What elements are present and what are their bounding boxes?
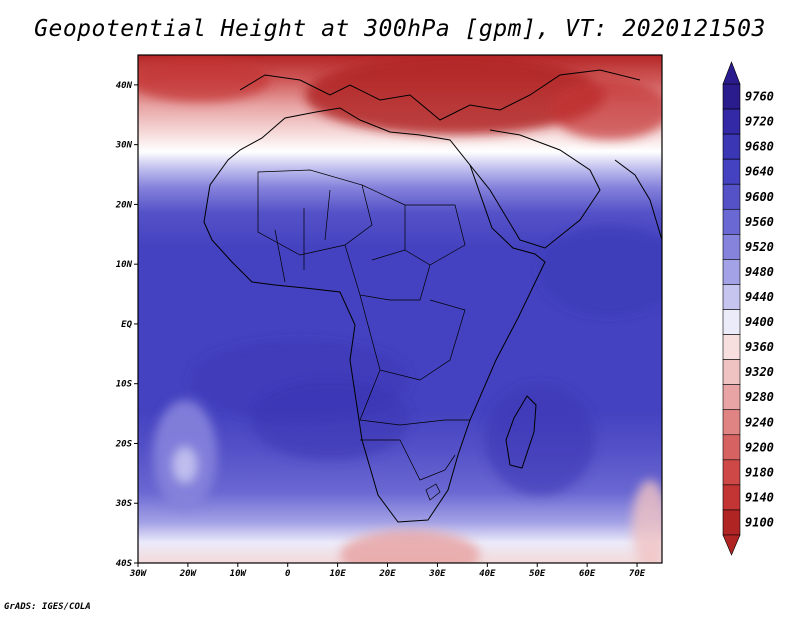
lat-tick-label: 30S	[115, 499, 133, 509]
colorbar-label: 9360	[745, 340, 774, 354]
coastlines	[203, 69, 662, 523]
colorbar-swatch	[722, 234, 741, 260]
colorbar-label: 9240	[745, 415, 774, 429]
colorbar-label: 9280	[745, 390, 774, 404]
lon-tick-label: 40E	[479, 569, 496, 579]
colorbar-label: 9100	[745, 515, 774, 529]
colorbar-swatch	[722, 509, 741, 536]
colorbar-swatch	[722, 108, 741, 135]
lon-tick-label: 50E	[529, 569, 546, 579]
europe-coastline	[239, 69, 641, 121]
lon-tick-label: 30W	[129, 569, 148, 579]
lon-tick-label: 20E	[378, 569, 396, 579]
madagascar-coastline	[505, 395, 537, 469]
colorbar-label: 9560	[745, 215, 774, 229]
colorbar-label: 9640	[745, 165, 774, 179]
lat-tick-label: 20S	[115, 439, 133, 449]
colorbar-swatch	[722, 183, 741, 210]
colorbar-swatch	[722, 484, 741, 511]
africa-coastline	[203, 107, 546, 523]
colorbar-label: 9480	[745, 265, 774, 279]
borders	[257, 169, 470, 501]
india-coastline	[614, 159, 662, 241]
map-frame	[137, 54, 663, 564]
colorbar-swatch	[722, 434, 741, 461]
colorbar-swatch	[722, 133, 741, 160]
lat-tick-label: 40S	[116, 559, 133, 569]
colorbar-label: 9180	[745, 465, 774, 479]
lon-tick-label: 10W	[230, 569, 248, 579]
colorbar-swatch	[722, 284, 741, 310]
colorbar-label: 9320	[745, 365, 774, 379]
footer-credit: GrADS: IGES/COLA	[4, 602, 91, 612]
colorbar-swatch	[722, 309, 741, 335]
colorbar-bottom-arrow	[722, 534, 741, 556]
lat-tick-label: 40N	[116, 81, 133, 91]
lon-tick-label: 10E	[329, 569, 346, 579]
colorbar: 9760 9720 9680 9640 9600 9560 9520 9480 9440 9400…	[722, 61, 774, 556]
longitude-axis: 30W 20W 10W 0 10E 20E 30E 40E 50E 60E 70E	[129, 563, 646, 579]
lon-tick-label: 0	[285, 569, 291, 579]
lat-tick-label: 30N	[115, 141, 133, 151]
colorbar-swatch	[722, 208, 741, 235]
lat-tick-label: 10N	[116, 260, 133, 270]
lon-tick-label: 30E	[428, 569, 446, 579]
colorbar-swatch	[722, 459, 741, 486]
colorbar-label: 9440	[745, 290, 774, 304]
colorbar-top-arrow	[722, 61, 741, 85]
colorbar-label: 9200	[745, 440, 774, 454]
colorbar-label: 9720	[745, 115, 774, 129]
lon-tick-label: 60E	[579, 569, 596, 579]
colorbar-label: 9140	[745, 490, 774, 504]
colorbar-swatch	[722, 409, 741, 436]
colorbar-swatch	[722, 359, 741, 385]
lon-tick-label: 20W	[179, 569, 198, 579]
colorbar-swatch	[722, 83, 741, 110]
colorbar-label: 9600	[745, 190, 774, 204]
arabia-coastline	[469, 129, 601, 249]
colorbar-label: 9680	[745, 140, 774, 154]
colorbar-swatch	[722, 158, 741, 185]
colorbar-swatch	[722, 384, 741, 411]
lat-tick-label: EQ	[121, 320, 132, 330]
colorbar-label: 9400	[745, 315, 774, 329]
page-title: Geopotential Height at 300hPa [gpm], VT:…	[34, 16, 766, 42]
colorbar-swatch	[722, 259, 741, 285]
lat-tick-label: 10S	[116, 380, 133, 390]
lat-tick-label: 20N	[115, 200, 133, 210]
colorbar-label: 9760	[745, 90, 774, 104]
colorbar-label: 9520	[745, 240, 774, 254]
colorbar-swatch	[722, 334, 741, 360]
lon-tick-label: 70E	[629, 569, 646, 579]
latitude-axis: 40N 30N 20N 10N EQ 10S 20S 30S 40S	[115, 81, 138, 569]
